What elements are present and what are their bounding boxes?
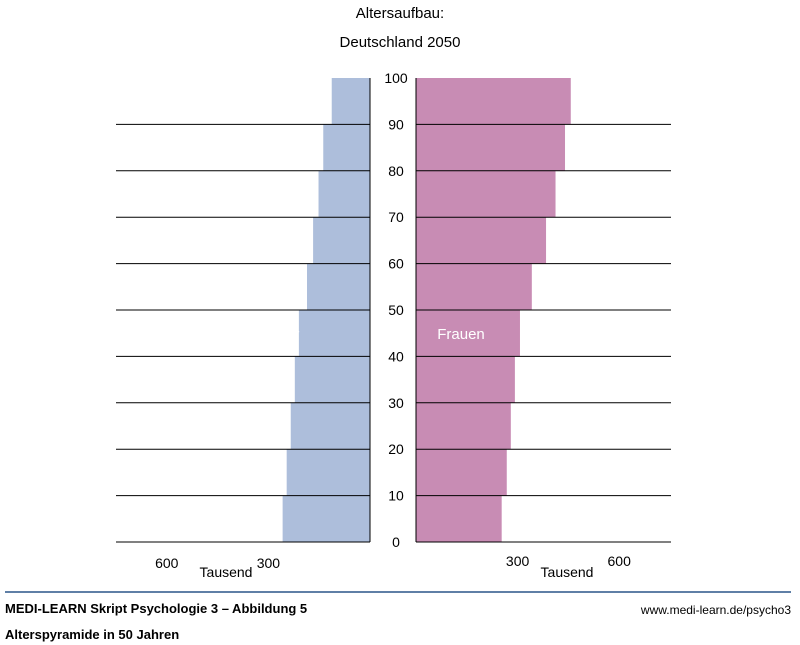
x-tick-right-300: 300 [506, 553, 530, 569]
footer-divider [5, 591, 791, 593]
age-tick-label-40: 40 [388, 348, 404, 364]
x-axis-label-right: Tausend [541, 564, 594, 580]
bar-maenner-30 [294, 356, 370, 403]
age-tick-label-70: 70 [388, 209, 404, 225]
bar-frauen-0 [416, 495, 502, 542]
bar-maenner-50 [307, 263, 370, 310]
population-pyramid: 0 10 20 30 40 50 60 70 80 90 100 Männer Frauen 600 300… [116, 70, 671, 580]
bar-frauen-70 [416, 170, 556, 218]
series-label-frauen: Frauen [437, 326, 485, 343]
bar-maenner-70 [318, 170, 370, 218]
age-tick-label-80: 80 [388, 163, 404, 179]
bar-frauen-50 [416, 263, 532, 310]
age-tick-label-100: 100 [384, 70, 408, 86]
x-tick-right-600: 600 [608, 553, 632, 569]
footer-url: www.medi-learn.de/psycho3 [640, 603, 791, 617]
bar-maenner-40 [298, 310, 370, 357]
age-tick-label-30: 30 [388, 395, 404, 411]
series-label-maenner: Männer [249, 326, 300, 343]
bar-frauen-80 [416, 124, 566, 171]
age-tick-label-50: 50 [388, 302, 404, 318]
age-tick-label-90: 90 [388, 116, 404, 132]
bar-maenner-90 [331, 78, 370, 125]
bar-maenner-80 [323, 124, 370, 171]
bar-maenner-10 [286, 449, 370, 496]
footer-caption-title: MEDI-LEARN Skript Psychologie 3 – Abbild… [5, 601, 308, 616]
age-tick-label-10: 10 [388, 488, 404, 504]
bar-frauen-40 [416, 310, 520, 357]
bar-frauen-10 [416, 449, 507, 496]
bar-frauen-20 [416, 402, 511, 450]
bar-frauen-60 [416, 217, 547, 264]
age-tick-label-20: 20 [388, 441, 404, 457]
age-tick-label-60: 60 [388, 256, 404, 272]
footer-caption-subtitle: Alterspyramide in 50 Jahren [5, 627, 180, 642]
chart-subtitle: Deutschland 2050 [339, 34, 461, 51]
bar-frauen-30 [416, 356, 515, 403]
age-tick-label-0: 0 [392, 534, 400, 550]
x-axis-label-left: Tausend [200, 564, 253, 580]
chart-title: Altersaufbau: [355, 5, 445, 22]
x-tick-left-300: 300 [257, 555, 281, 571]
bar-maenner-60 [313, 217, 370, 264]
bar-maenner-20 [290, 402, 370, 450]
bar-maenner-0 [282, 495, 370, 542]
x-tick-left-600: 600 [155, 555, 179, 571]
bar-frauen-90 [416, 78, 571, 125]
